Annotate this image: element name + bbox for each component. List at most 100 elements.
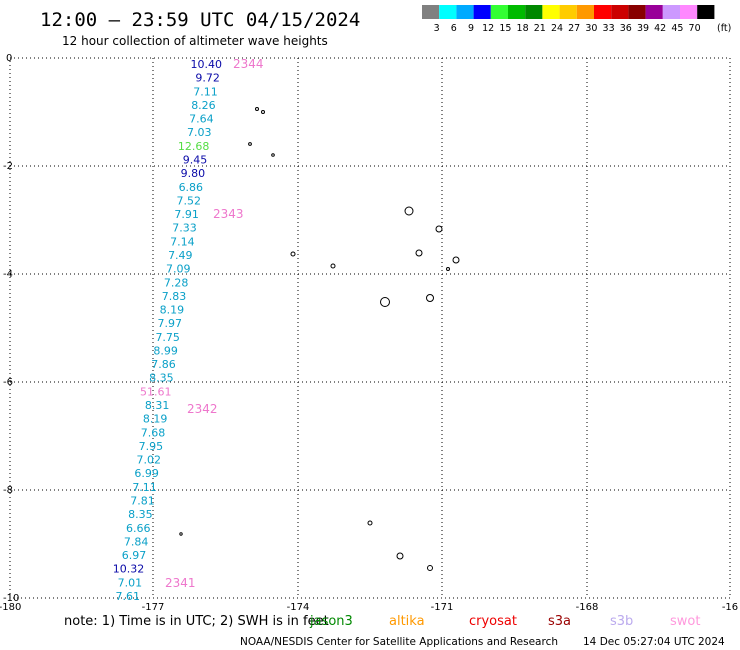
legend-label: 70: [689, 23, 701, 34]
island-outline: [380, 297, 390, 307]
wave-height-value: 51.61: [140, 385, 172, 398]
wave-height-value: 7.03: [187, 126, 212, 139]
legend-swatch: [680, 5, 698, 19]
wave-height-value: 7.95: [139, 440, 164, 453]
island-outline: [261, 110, 265, 114]
legend-swatch: [525, 5, 543, 19]
satellite-name: jason3: [309, 614, 353, 629]
page-subtitle: 12 hour collection of altimeter wave hei…: [62, 34, 328, 48]
latitude-label: -6: [3, 377, 13, 388]
legend-swatch: [490, 5, 508, 19]
wave-height-value: 9.80: [181, 167, 206, 180]
generated-timestamp: 14 Dec 05:27:04 UTC 2024: [583, 636, 725, 648]
wave-height-value: 8.99: [153, 344, 178, 357]
wave-height-value: 6.99: [134, 467, 159, 480]
wave-height-value: 8.35: [128, 508, 153, 521]
longitude-labels: -180 -177 -174 -171 -168 -16: [0, 602, 738, 613]
legend-label: 30: [585, 23, 597, 34]
altimeter-track: 10.409.727.118.267.647.0312.689.459.806.…: [113, 57, 264, 603]
wave-height-value: 8.19: [160, 304, 185, 317]
wave-height-value: 7.61: [116, 590, 141, 603]
satellite-name: swot: [670, 614, 700, 629]
legend-label: 9: [468, 23, 474, 34]
wave-height-value: 7.91: [174, 208, 199, 221]
wave-height-value: 9.72: [195, 72, 220, 85]
latitude-label: 0: [6, 53, 12, 64]
island-outline: [404, 206, 414, 216]
wave-height-value: 10.32: [113, 563, 145, 576]
longitude-label: -16: [722, 602, 738, 613]
pass-time-label: 2342: [187, 402, 218, 416]
wave-height-value: 7.02: [137, 454, 162, 467]
satellite-name: cryosat: [469, 614, 517, 629]
legend-swatch: [473, 5, 491, 19]
wave-height-value: 7.28: [164, 276, 189, 289]
legend-swatch: [422, 5, 440, 19]
page-title: 12:00 – 23:59 UTC 04/15/2024: [40, 9, 360, 31]
wave-height-value: 8.31: [145, 399, 170, 412]
wave-height-value: 7.52: [176, 194, 201, 207]
island-outline: [367, 520, 373, 526]
wave-height-value: 7.11: [193, 85, 218, 98]
legend-swatch: [576, 5, 594, 19]
wave-height-value: 7.64: [189, 113, 214, 126]
island-outline: [330, 263, 336, 269]
longitude-label: -171: [431, 602, 454, 613]
satellite-legend: jason3 altika cryosat s3a s3b swot: [309, 614, 700, 629]
wave-height-value: 7.68: [141, 426, 166, 439]
wave-height-value: 7.97: [158, 317, 183, 330]
wave-height-value: 10.40: [191, 58, 223, 71]
legend-swatch: [439, 5, 457, 19]
legend-label: 21: [534, 23, 546, 34]
pass-time-label: 2344: [233, 57, 264, 71]
legend-swatch: [594, 5, 612, 19]
latitude-label: -8: [3, 485, 13, 496]
legend-swatch: [645, 5, 663, 19]
island-outline: [179, 532, 183, 536]
wave-height-value: 7.84: [124, 535, 149, 548]
legend-label: 45: [671, 23, 683, 34]
wave-height-legend: 3 6 9 12 15 18 21 24 27 30 33 36 39 42 45 70 (ft): [422, 5, 731, 34]
graticule: [10, 58, 730, 598]
island-outline: [415, 249, 423, 257]
islands: [179, 107, 460, 571]
legend-label: 18: [517, 23, 529, 34]
legend-label: 42: [654, 23, 666, 34]
latitude-label: -2: [3, 161, 13, 172]
legend-label: 27: [568, 23, 580, 34]
wave-height-value: 7.83: [162, 290, 187, 303]
longitude-label: -168: [576, 602, 599, 613]
wave-height-value: 6.66: [126, 522, 151, 535]
wave-height-value: 6.86: [179, 181, 204, 194]
wave-height-value: 7.09: [166, 263, 191, 276]
wave-height-value: 7.75: [155, 331, 180, 344]
satellite-name: s3a: [548, 614, 571, 629]
island-outline: [446, 267, 450, 271]
island-outline: [427, 565, 433, 571]
legend-swatch: [697, 5, 715, 19]
pass-time-label: 2343: [213, 207, 244, 221]
island-outline: [396, 552, 404, 560]
latitude-label: -10: [3, 593, 19, 604]
wave-height-value: 6.97: [122, 549, 147, 562]
island-outline: [452, 256, 460, 264]
longitude-label: -177: [142, 602, 165, 613]
island-outline: [435, 225, 443, 233]
island-outline: [271, 153, 275, 157]
wave-height-value: 12.68: [178, 140, 210, 153]
wave-height-value: 7.01: [118, 576, 143, 589]
wave-height-value: 8.19: [143, 413, 168, 426]
legend-label: 15: [499, 23, 511, 34]
wave-height-value: 7.81: [130, 495, 155, 508]
wave-height-value: 7.49: [168, 249, 193, 262]
legend-label: 39: [637, 23, 649, 34]
island-outline: [426, 294, 434, 302]
legend-label: 12: [482, 23, 494, 34]
map-frame: [9, 57, 731, 599]
legend-label: 36: [620, 23, 632, 34]
latitude-label: -4: [3, 269, 13, 280]
legend-swatch: [508, 5, 526, 19]
legend-label: 6: [451, 23, 457, 34]
credit-text: NOAA/NESDIS Center for Satellite Applica…: [240, 636, 558, 648]
